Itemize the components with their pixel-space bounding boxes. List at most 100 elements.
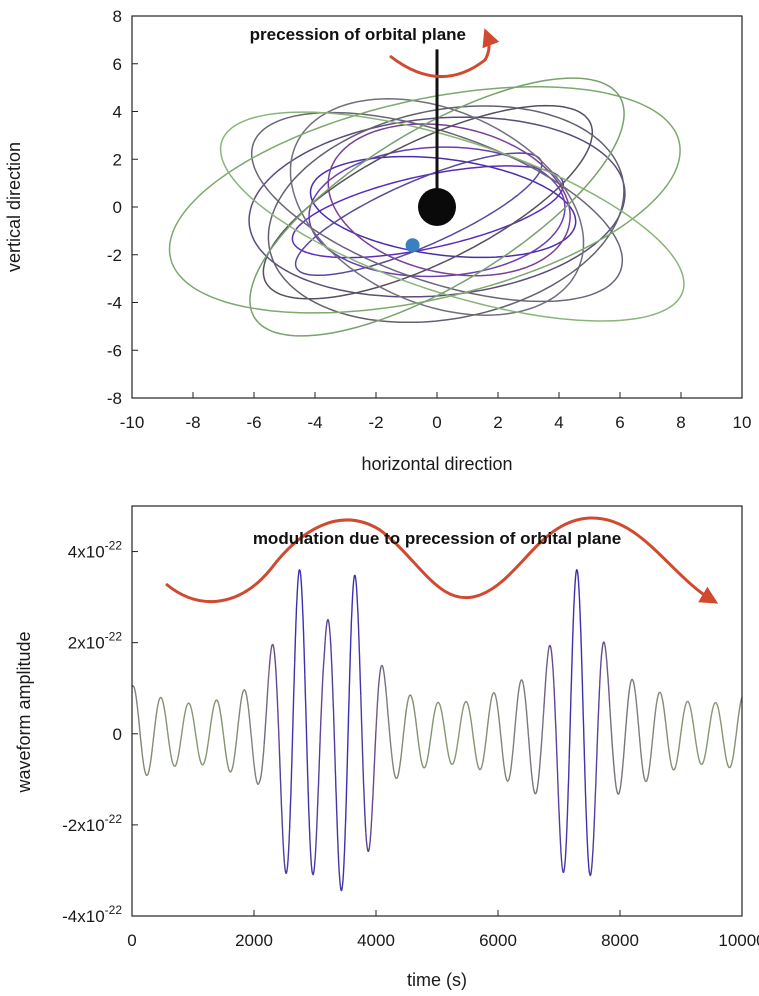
waveform-segment	[685, 700, 692, 712]
waveform-segment	[132, 685, 138, 705]
waveform-segment	[654, 691, 662, 711]
waveform-segment	[497, 709, 504, 759]
waveform-segment	[187, 702, 194, 718]
y-tick-label: -6	[107, 341, 122, 360]
waveform-segment	[207, 708, 214, 743]
waveform-segment	[416, 727, 423, 763]
waveform-segment	[446, 747, 453, 766]
waveform-segment	[283, 829, 291, 875]
waveform-segment	[385, 692, 392, 751]
y-tick-label: 6	[113, 55, 122, 74]
waveform-segment	[593, 685, 601, 816]
waveform-segment	[304, 674, 311, 840]
waveform-segment	[365, 830, 372, 852]
waveform-segment	[396, 753, 403, 780]
waveform-y-ticks: 4x10-22 2x10-22 0 -2x10-22 -4x10-22	[62, 539, 138, 926]
x-tick-label: -4	[307, 413, 322, 432]
waveform-segment	[482, 724, 489, 763]
waveform-segment	[410, 696, 418, 728]
waveform-x-ticks: 0 2000 4000 6000 8000 10000	[127, 910, 759, 950]
waveform-segment	[161, 700, 169, 732]
waveform-segment	[248, 712, 255, 765]
waveform-segment	[695, 744, 702, 765]
orbit-ellipse	[289, 98, 585, 316]
y-tick-label: -4	[107, 294, 122, 313]
waveform-segment	[182, 703, 189, 727]
waveform-segment	[141, 753, 148, 777]
waveform-segment	[487, 693, 494, 725]
waveform-segment	[538, 709, 545, 778]
waveform-segment	[573, 568, 580, 599]
waveform-segment	[670, 762, 677, 771]
waveform-segment	[370, 729, 377, 832]
waveform-segment	[334, 769, 342, 887]
x-tick-label: 6	[615, 413, 624, 432]
x-tick-label: -2	[368, 413, 383, 432]
orbit-y-ticks: 8 6 4 2 0 -2 -4 -6 -8	[107, 7, 138, 408]
waveform-segment	[339, 823, 347, 892]
precession-arrow	[389, 28, 500, 79]
x-tick-label: 2000	[235, 931, 273, 950]
waveform-segment	[568, 598, 575, 760]
waveform-segment	[477, 762, 484, 771]
x-tick-label: 10000	[718, 931, 759, 950]
orbit-curves	[168, 77, 685, 337]
waveform-segment	[390, 750, 397, 780]
orbit-ellipse	[327, 123, 571, 277]
orbit-ellipse	[294, 152, 543, 277]
orbit-ellipse	[249, 77, 625, 337]
waveform-segment	[461, 700, 469, 712]
waveform-curve	[132, 568, 742, 892]
waveform-segment	[548, 644, 555, 686]
waveform-segment	[355, 578, 362, 696]
waveform-segment	[578, 595, 586, 758]
waveform-segment	[644, 758, 652, 783]
waveform-segment	[278, 750, 286, 864]
orbit-x-axis-label: horizontal direction	[361, 454, 512, 474]
waveform-segment	[166, 731, 174, 764]
y-tick-label: 0	[113, 198, 122, 217]
waveform-segment	[634, 692, 641, 747]
waveform-segment	[405, 694, 413, 709]
waveform-segment	[329, 636, 336, 770]
x-tick-label: 8000	[601, 931, 639, 950]
waveform-segment	[624, 684, 631, 738]
waveform-segment	[258, 744, 265, 784]
waveform-segment	[507, 747, 514, 782]
waveform-segment	[532, 777, 540, 795]
modulation-arrow	[165, 516, 719, 604]
waveform-segment	[288, 662, 296, 830]
waveform-segment	[263, 668, 270, 745]
waveform-segment	[192, 716, 199, 751]
waveform-segment	[197, 750, 204, 766]
waveform-segment	[705, 714, 713, 749]
waveform-segment	[665, 723, 672, 763]
waveform-plot-frame	[131, 505, 743, 917]
waveform-segment	[294, 568, 301, 663]
orbit-x-ticks: -10 -8 -6 -4 -2 0 2 4 6 8 10	[120, 392, 751, 432]
waveform-chart: 0 2000 4000 6000 8000 10000 4x10-22 2x10-22 0 -2…	[14, 505, 759, 990]
waveform-segment	[471, 731, 479, 766]
x-tick-label: 2	[493, 413, 502, 432]
y-tick-label: 2x10-22	[68, 630, 123, 653]
waveform-segment	[441, 714, 448, 748]
waveform-segment	[360, 695, 367, 833]
y-tick-label: -2x10-22	[62, 812, 122, 835]
waveform-segment	[522, 684, 530, 737]
waveform-segment	[583, 756, 591, 874]
waveform-segment	[736, 697, 742, 729]
waveform-segment	[319, 640, 326, 741]
orbit-ellipse	[291, 165, 565, 259]
waveform-segment	[151, 707, 159, 749]
waveform-segment	[136, 704, 143, 754]
waveform-segment	[543, 647, 550, 710]
orbit-ellipse	[267, 105, 625, 324]
waveform-segment	[604, 644, 611, 708]
waveform-segment	[314, 740, 321, 861]
waveform-segment	[426, 728, 433, 763]
orbit-chart: -10 -8 -6 -4 -2 0 2 4 6 8 10 8 6 4 2 0 -2 -4 -6 -8 horizon…	[4, 7, 751, 474]
waveform-segment	[146, 748, 153, 776]
waveform-segment	[253, 763, 260, 785]
x-tick-label: 4	[554, 413, 563, 432]
waveform-segment	[701, 747, 708, 766]
